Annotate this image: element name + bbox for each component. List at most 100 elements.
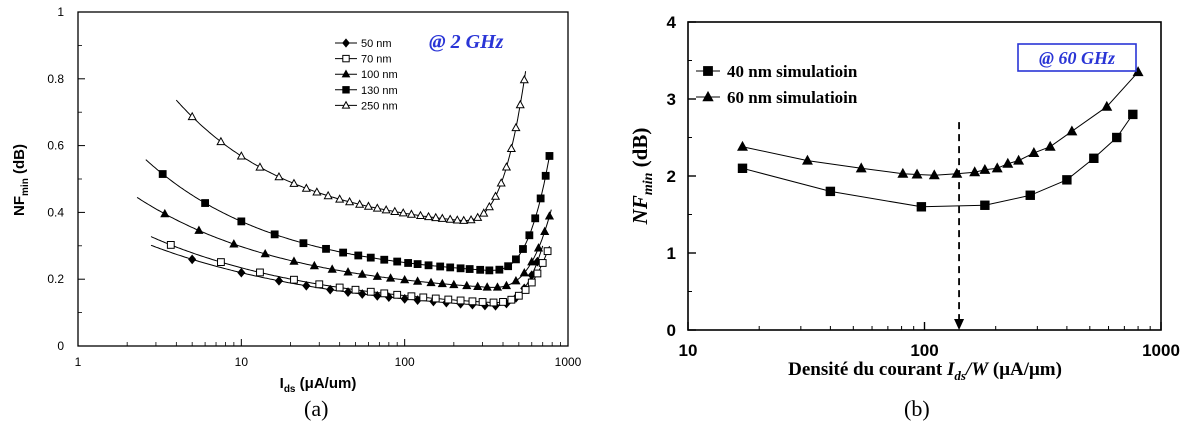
panel-a-data-point	[511, 122, 521, 132]
panel-a-y-tick-label: 0.2	[47, 272, 64, 286]
panel-b-y-tick-label: 0	[667, 321, 676, 340]
panel-a-data-point	[437, 213, 447, 222]
panel-a-data-point	[492, 282, 503, 291]
panel-a-series-line	[175, 71, 527, 221]
panel-b-data-point	[911, 168, 923, 179]
panel-a-data-point	[540, 226, 550, 236]
panel-a-data-point	[462, 280, 472, 290]
panel-b-data-point	[1044, 140, 1056, 151]
panel-a-data-point	[543, 247, 552, 256]
panel-b-data-point	[1128, 109, 1138, 120]
panel-a-legend-marker	[341, 69, 351, 78]
panel-a-legend-marker	[341, 100, 351, 109]
panel-a-data-point	[533, 243, 544, 252]
panel-a-data-point	[381, 205, 391, 214]
panel-a-data-point	[372, 271, 382, 280]
panel-a-data-point	[423, 211, 434, 221]
panel-b-x-tick-label: 1000	[1142, 341, 1180, 360]
panel-b-data-point	[737, 140, 748, 151]
panel-b-chart: 10 100 1000 0 1 2 3 4 40 nm simulatioin 60 nm si…	[628, 13, 1180, 383]
panel-a-data-point	[512, 255, 520, 264]
panel-a-data-point	[473, 212, 483, 221]
panel-a-legend-marker	[342, 86, 350, 94]
panel-b-data-point	[1066, 125, 1078, 136]
panel-a-data-point	[366, 253, 375, 262]
panel-a-data-point	[194, 225, 204, 234]
panel-a-data-point	[301, 183, 311, 192]
panel-b-frequency-annotation: @ 60 GHz	[1039, 48, 1115, 68]
panel-a-frequency-annotation: @ 2 GHz	[429, 31, 504, 53]
panel-a-data-point	[406, 209, 417, 218]
panel-a-data-point	[312, 187, 322, 196]
panel-a-data-point	[217, 258, 225, 266]
panel-a-data-point	[485, 266, 494, 275]
panel-a-data-point	[404, 259, 413, 267]
panel-a-data-point	[237, 267, 246, 278]
panel-a-data-point	[229, 239, 239, 248]
panel-a-data-point	[482, 282, 492, 291]
panel-a-legend-label: 250 nm	[361, 100, 398, 112]
panel-a-y-tick-label: 0.8	[47, 72, 64, 86]
panel-a-data-point	[413, 276, 423, 285]
panel-a-data-point	[390, 206, 400, 215]
panel-b-data-point	[991, 162, 1003, 173]
panel-a-series-2	[150, 236, 552, 307]
panel-a-x-tick-label: 1	[75, 355, 82, 369]
panel-a-series-line	[145, 155, 550, 271]
panel-a-data-point	[393, 290, 402, 299]
panel-a-data-point	[327, 264, 337, 273]
panel-b-data-point	[916, 202, 927, 212]
panel-a-data-point	[504, 262, 513, 271]
panel-a-data-point	[323, 190, 333, 200]
panel-a-data-point	[506, 143, 516, 152]
panel-a-data-point	[465, 265, 474, 273]
panel-a-data-point	[419, 293, 428, 302]
panel-b-data-point	[855, 162, 867, 173]
panel-b-x-tick-label: 100	[910, 341, 938, 360]
panel-a-series-line	[136, 196, 552, 288]
panel-a-data-point	[299, 239, 308, 248]
panel-a-data-point	[335, 283, 344, 292]
panel-a-data-point	[424, 261, 433, 270]
panel-a-data-point	[400, 274, 410, 284]
panel-a-data-point	[452, 215, 462, 224]
panel-a-y-axis-label: NFmin (dB)	[11, 144, 31, 216]
panel-a-data-point	[270, 230, 279, 239]
panel-b-data-point	[737, 163, 748, 174]
panel-a-caption: (a)	[304, 396, 329, 421]
panel-a-legend: 50 nm 70 nm 100 nm 130 nm 250 nm	[335, 38, 398, 112]
panel-a-data-point	[160, 208, 170, 218]
panel-b-legend-marker	[702, 90, 714, 102]
panel-a-legend-label: 70 nm	[361, 54, 392, 66]
panel-b-legend: 40 nm simulatioin 60 nm simulatioin	[696, 62, 858, 107]
panel-b-data-point	[1089, 153, 1099, 163]
panel-a-y-tick-label: 0	[57, 339, 64, 353]
panel-b-data-point	[1062, 175, 1072, 185]
panel-a-series	[136, 71, 555, 311]
panel-a-data-point	[446, 263, 455, 272]
panel-b-y-tick-label: 3	[667, 90, 676, 109]
panel-b-data-point	[951, 167, 963, 178]
panel-a-data-point	[339, 248, 348, 257]
panel-a-data-point	[521, 286, 530, 294]
panel-a-data-point	[499, 298, 507, 306]
panel-a-x-tick-label: 10	[235, 355, 249, 369]
panel-a-legend-label: 50 nm	[361, 38, 392, 50]
panel-a-data-point	[335, 194, 345, 203]
panel-b-series	[737, 66, 1144, 330]
panel-a-data-point	[525, 231, 534, 240]
panel-a-x-axis-label: Ids (μA/um)	[280, 375, 357, 395]
panel-a-data-point	[289, 178, 299, 187]
panel-a-data-point	[216, 136, 226, 146]
panel-a-data-point	[274, 275, 284, 286]
panel-a-data-point	[407, 292, 416, 301]
panel-b-data-point	[1013, 154, 1025, 165]
panel-a-data-point	[373, 290, 382, 301]
panel-a-data-point	[496, 178, 506, 187]
panel-a-data-point	[290, 275, 298, 284]
panel-a-data-point	[536, 194, 545, 203]
panel-a-data-point	[519, 245, 527, 253]
panel-a-data-point	[187, 111, 197, 121]
panel-b-legend-marker	[703, 66, 713, 76]
